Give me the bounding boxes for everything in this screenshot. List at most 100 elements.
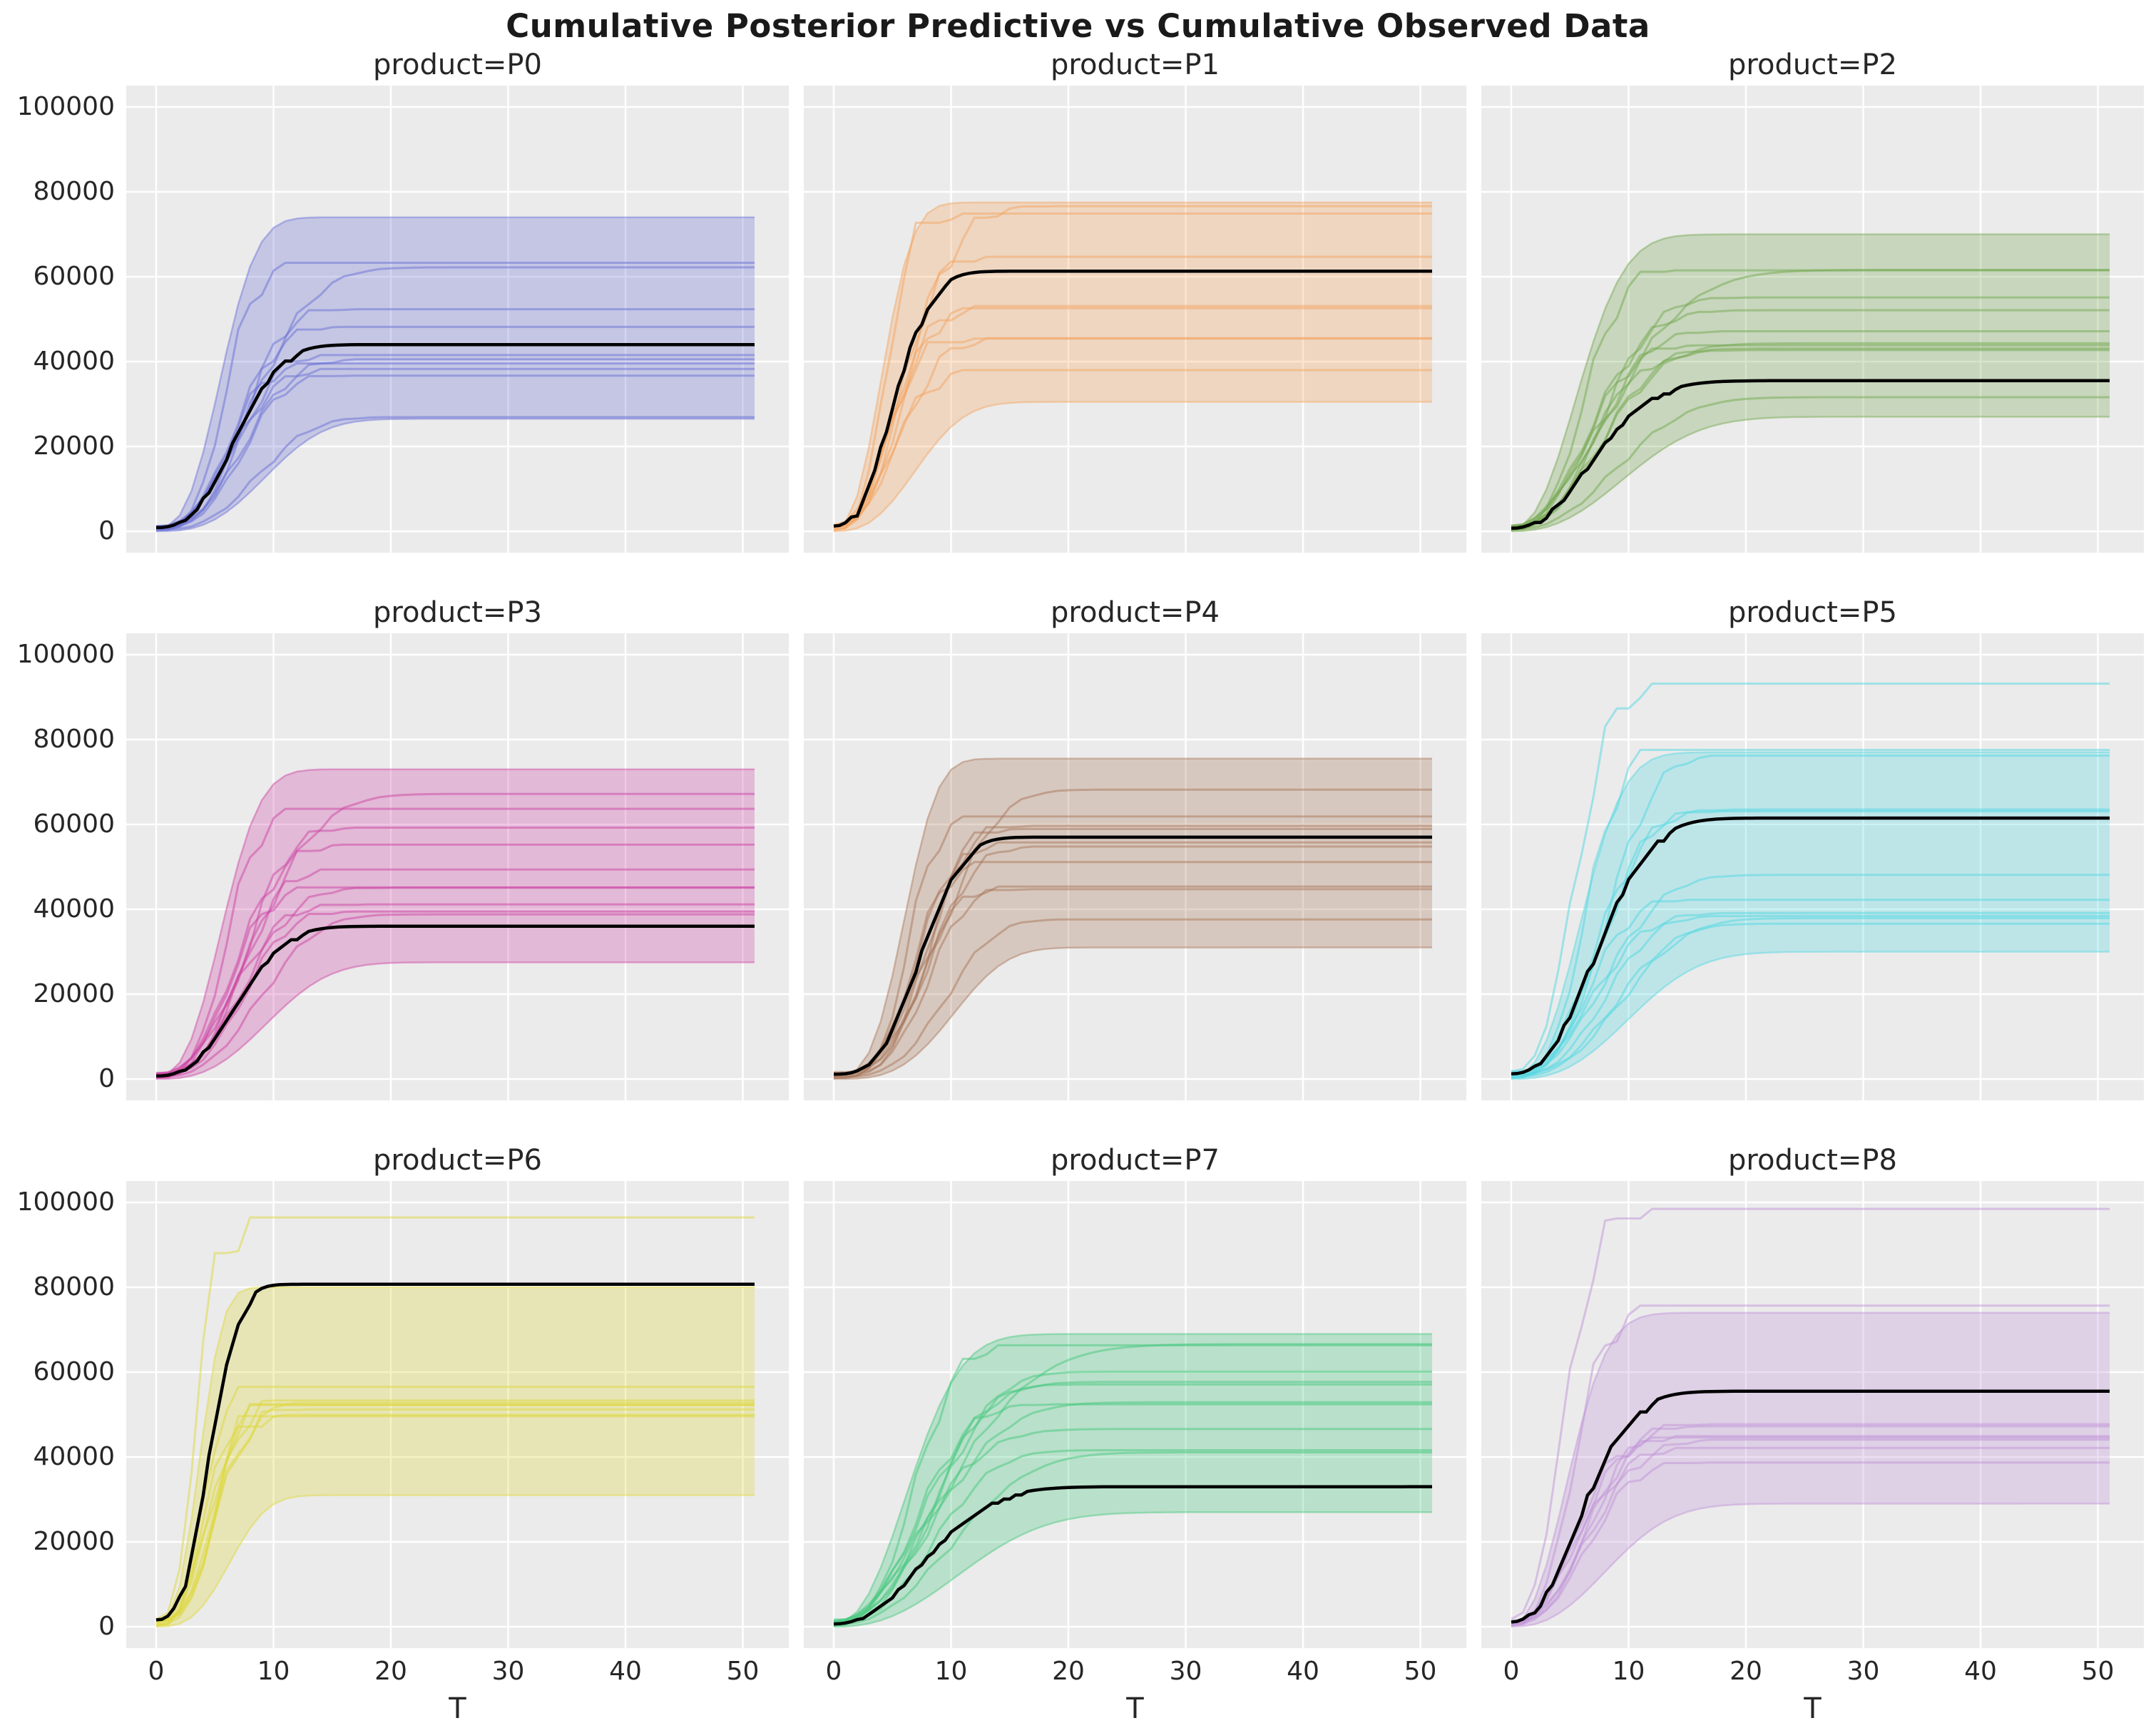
x-tick-label: 10 [257,1657,290,1686]
x-tick-label: 0 [148,1657,165,1686]
posterior-sample-line [833,861,1432,1079]
subplot-title-P7: product=P7 [1051,1144,1220,1177]
panel-background [126,633,789,1100]
posterior-sample-line [155,367,755,528]
posterior-band-lower-edge [833,946,1432,1080]
posterior-sample-line [833,885,1432,1075]
posterior-sample-line [1511,915,2110,1076]
x-tick-label: 50 [726,1657,760,1686]
posterior-band-upper-edge [155,216,755,529]
posterior-band-lower-edge [833,401,1432,533]
panel-background [804,86,1466,553]
posterior-sample-line [1511,269,2110,531]
posterior-sample-line [155,1415,755,1623]
posterior-band-lower-edge [155,961,755,1080]
posterior-band-upper-edge [833,1333,1432,1625]
posterior-sample-line [1511,1207,2110,1620]
observed-line [833,1485,1432,1626]
y-tick-label: 60000 [33,262,115,291]
posterior-sample-line [833,845,1432,1075]
posterior-sample-line [1511,682,2110,1073]
x-tick-label: 0 [1503,1657,1520,1686]
posterior-sample-line [1511,349,2110,528]
posterior-sample-line [155,913,755,1078]
posterior-band [156,217,755,531]
posterior-sample-line [833,1428,1432,1622]
posterior-sample-line [833,1344,1432,1627]
posterior-sample-line [155,903,755,1075]
posterior-band-upper-edge [1511,233,2110,530]
panel-P0-plot [126,86,789,553]
posterior-sample-line [155,358,755,528]
posterior-sample-line [1511,344,2110,532]
subplot-title-P1: product=P1 [1051,48,1220,81]
posterior-sample-line [1511,749,2110,1079]
x-tick-label: 20 [374,1657,407,1686]
x-tick-label: 50 [1404,1657,1437,1686]
y-tick-label: 60000 [33,809,115,839]
posterior-band-upper-edge [833,201,1432,529]
posterior-sample-line [1511,1435,2110,1622]
x-tick-label: 10 [934,1657,968,1686]
posterior-sample-line [155,792,755,1075]
y-tick-label: 20000 [33,979,115,1008]
y-tick-label: 20000 [33,431,115,461]
posterior-sample-line [1511,1425,2110,1625]
posterior-sample-line [833,213,1432,531]
observed-line [1511,1389,2110,1624]
posterior-sample-line [1511,309,2110,529]
observed-line [1511,379,2110,531]
y-tick-label: 20000 [33,1527,115,1556]
posterior-sample-line [1511,347,2110,527]
panel-P5-plot [1481,633,2144,1100]
posterior-sample-line [155,868,755,1074]
x-axis-label: T [1804,1692,1822,1725]
y-tick-label: 40000 [33,1442,115,1471]
posterior-sample-line [834,841,1432,1073]
panel-P1-plot [804,86,1466,553]
x-tick-label: 0 [825,1657,842,1686]
y-tick-label: 60000 [33,1357,115,1386]
panel-P4-plot [804,633,1466,1100]
x-axis-label: T [449,1692,466,1725]
posterior-band [834,202,1432,531]
subplot-title-P5: product=P5 [1728,596,1897,629]
observed-line [1511,816,2110,1075]
y-tick-label: 80000 [33,1272,115,1302]
posterior-sample-line [155,362,755,532]
posterior-band-upper-edge [155,1286,755,1625]
x-tick-label: 30 [491,1657,525,1686]
subplot-title-P8: product=P8 [1728,1144,1897,1177]
subplot-title-P2: product=P2 [1728,48,1897,81]
x-tick-label: 50 [2081,1657,2115,1686]
posterior-band-upper-edge [155,768,755,1077]
posterior-band-lower-edge [1511,416,2110,533]
x-tick-label: 40 [1287,1657,1319,1686]
posterior-sample-line [155,262,755,531]
y-tick-label: 80000 [33,725,115,754]
posterior-sample-line [155,843,755,1077]
posterior-sample-line [1511,899,2110,1080]
x-tick-label: 20 [1730,1657,1762,1686]
posterior-sample-line [1511,1438,2110,1624]
posterior-band-lower-edge [1511,951,2110,1080]
panel-P6-plot [126,1181,789,1648]
observed-line [833,835,1432,1076]
posterior-sample-line [1511,1423,2110,1626]
chart-title: Cumulative Posterior Predictive vs Cumul… [506,7,1650,45]
posterior-sample-line [833,337,1432,532]
posterior-band-lower-edge [155,418,755,533]
posterior-sample-line [1511,911,2110,1075]
panel-P8-plot [1481,1181,2144,1648]
subplot-title-P0: product=P0 [373,48,542,81]
posterior-sample-line [833,1401,1432,1622]
posterior-sample-line [1511,1446,2110,1622]
posterior-sample-line [1511,1461,2110,1624]
posterior-sample-line [833,1381,1432,1624]
posterior-band-lower-edge [833,1511,1432,1628]
posterior-sample-line [155,807,755,1079]
panel-background [1481,633,2144,1100]
posterior-sample-line [155,886,755,1080]
posterior-sample-line [833,888,1432,1076]
posterior-band-upper-edge [833,757,1432,1077]
